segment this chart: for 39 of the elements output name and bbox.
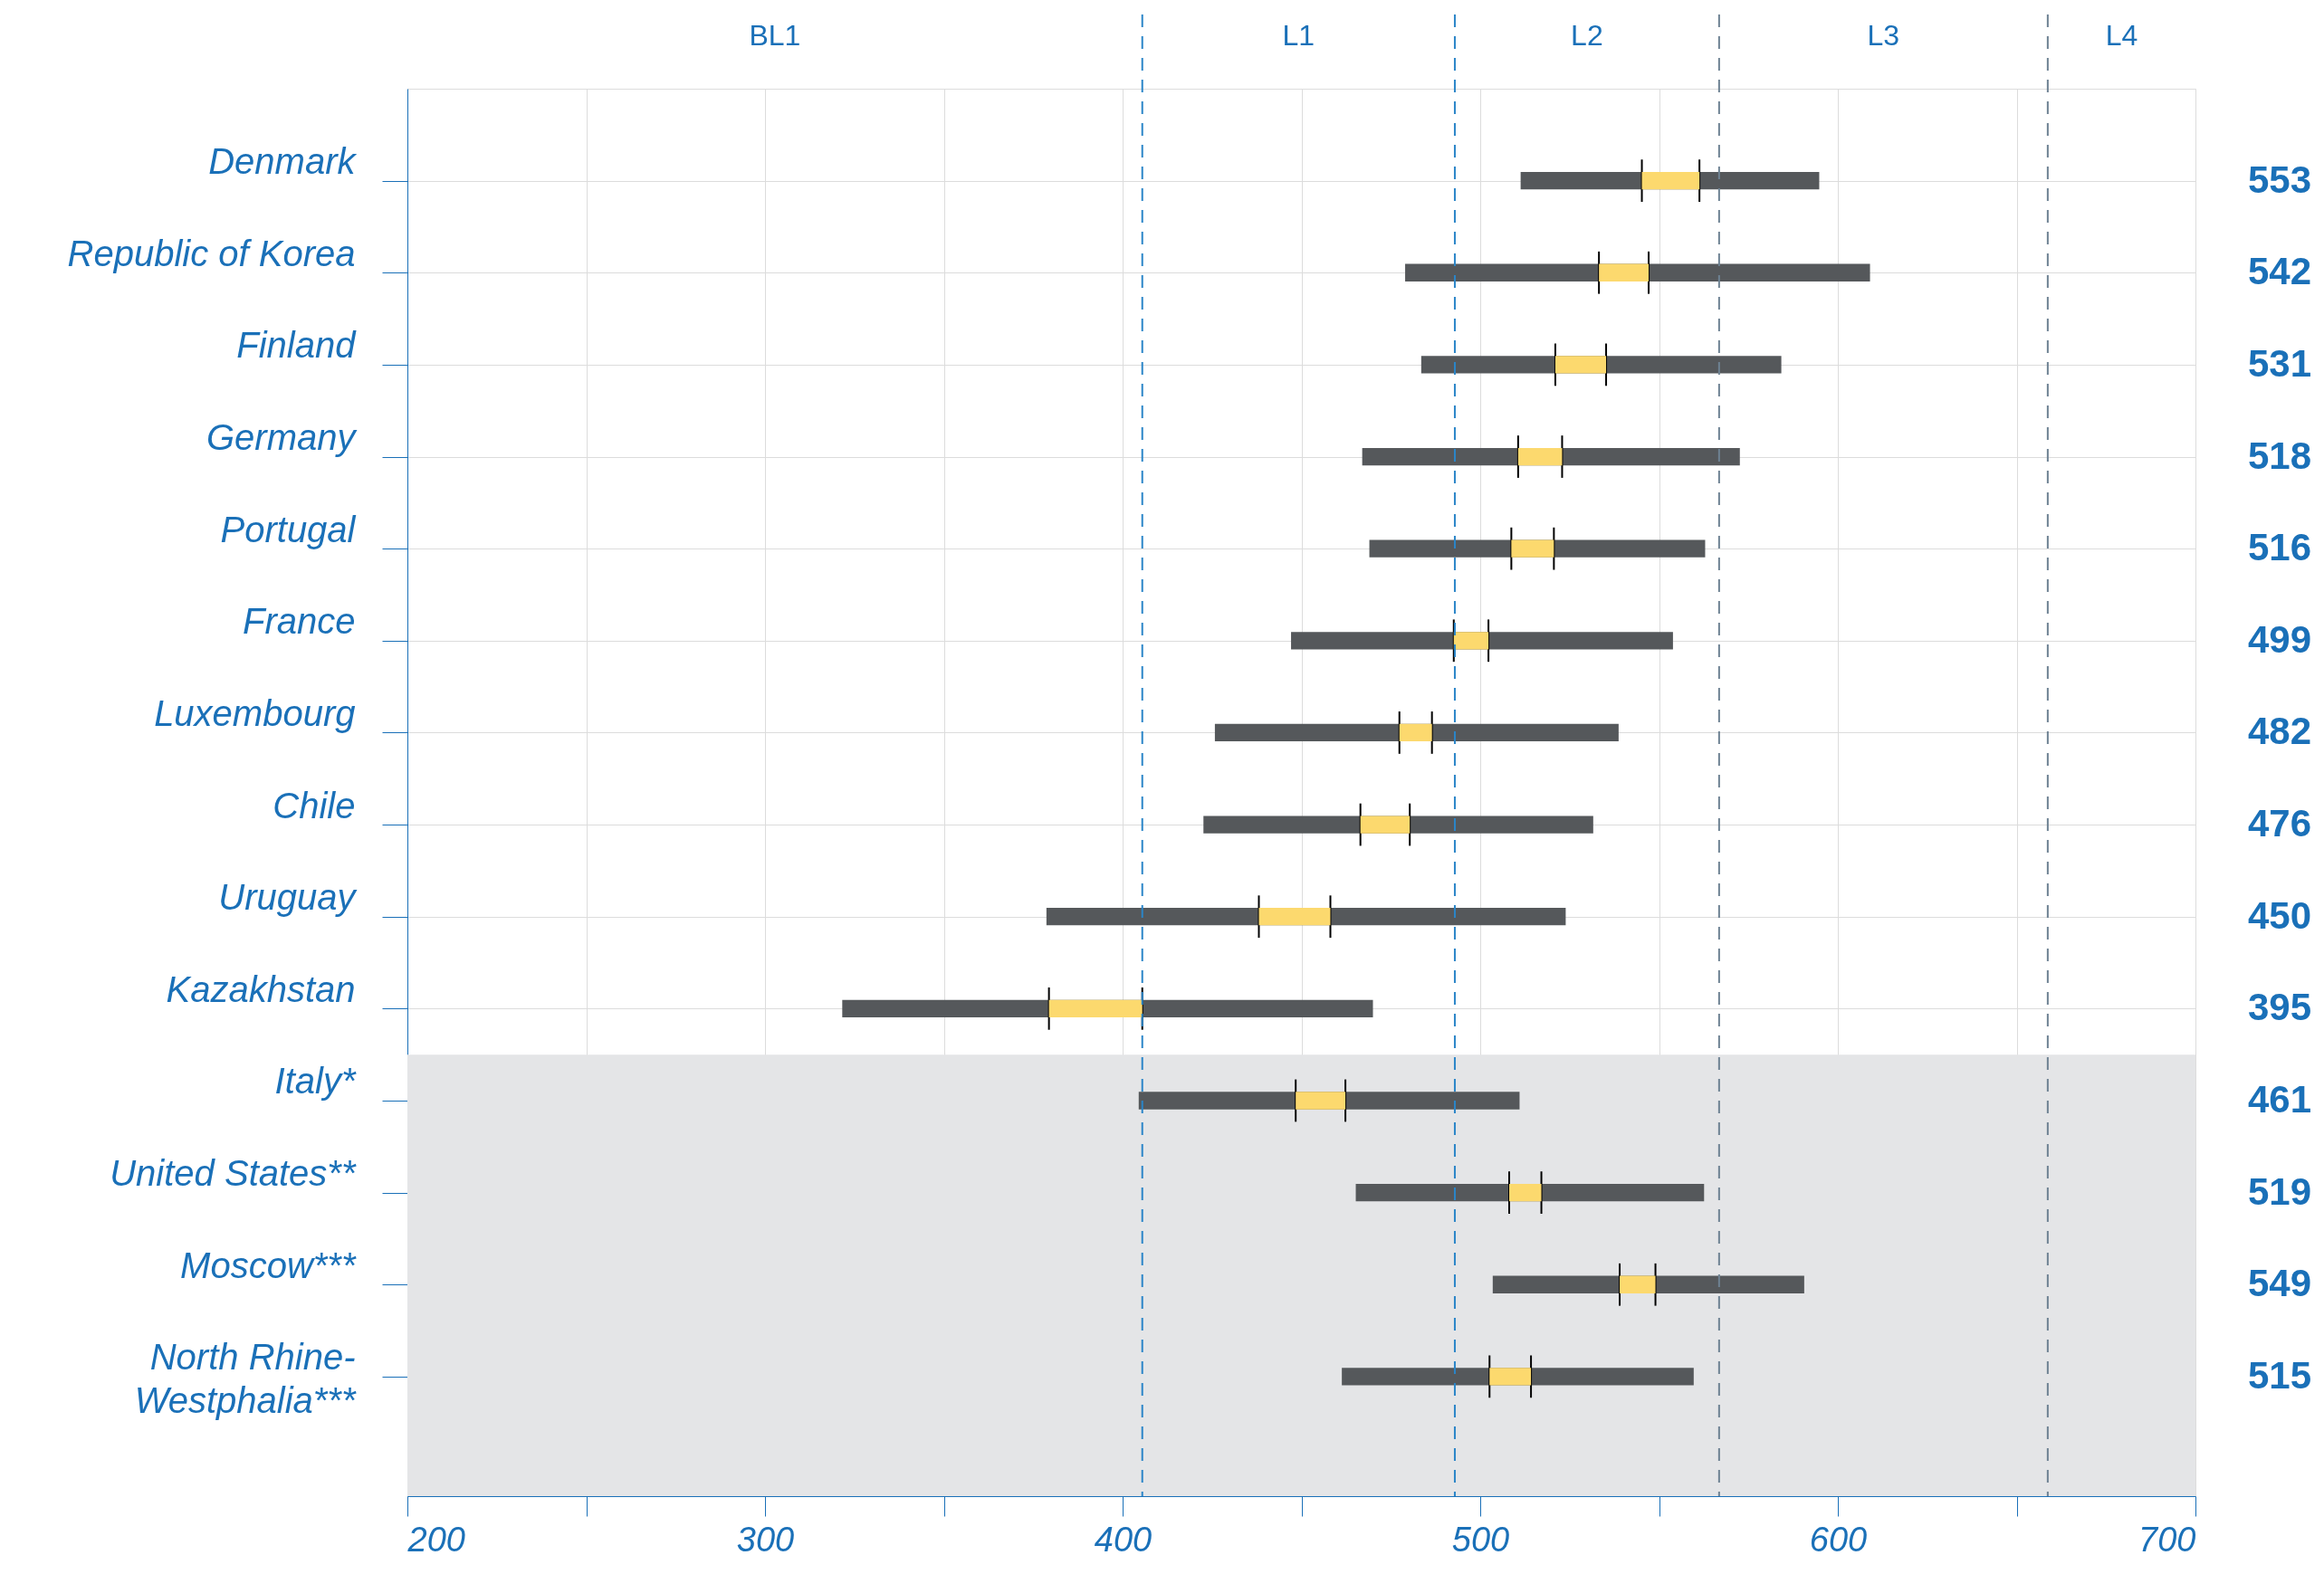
text: 395 [2247,986,2311,1029]
text: 542 [2247,250,2311,293]
text: 482 [2247,710,2311,753]
text: 549 [2247,1262,2311,1305]
y-tick-label: Italy* [274,1061,357,1102]
y-tick-label: Uruguay [218,877,359,918]
text: 450 [2247,893,2311,937]
text: BL1 [749,19,801,52]
text: 461 [2247,1077,2311,1121]
x-tick-label: 300 [736,1520,795,1559]
text: L2 [1571,19,1603,52]
text: 516 [2247,526,2311,569]
y-tick-label: Chile [273,785,356,825]
text: 519 [2247,1169,2311,1213]
y-tick-label: United States** [110,1153,357,1194]
text: L1 [1282,19,1315,52]
text: 553 [2247,157,2311,201]
y-tick-label: North Rhine- Westphalia*** [134,1337,357,1421]
x-tick-label: 200 [406,1520,465,1559]
y-tick-label: Germany [206,417,359,458]
x-tick-label: 500 [1451,1520,1510,1559]
y-tick-label: Denmark [208,141,358,182]
text: L3 [1867,19,1900,52]
text: 531 [2247,341,2311,385]
text: L4 [2105,19,2138,52]
y-tick-label: Portugal [220,509,357,549]
text: 476 [2247,802,2311,845]
y-tick-label: Kazakhstan [166,968,356,1009]
x-tick-label: 700 [2138,1520,2196,1559]
y-tick-label: Moscow*** [180,1245,357,1285]
x-tick-label: 600 [1809,1520,1868,1559]
y-tick-label: Luxembourg [154,692,356,733]
x-tick-label: 400 [1094,1520,1152,1559]
y-tick-label: France [243,601,356,642]
text: 515 [2247,1353,2311,1397]
text: 499 [2247,617,2311,661]
y-tick-label: Finland [236,325,358,366]
y-tick-label: Republic of Korea [67,233,356,273]
text: 518 [2247,434,2311,477]
